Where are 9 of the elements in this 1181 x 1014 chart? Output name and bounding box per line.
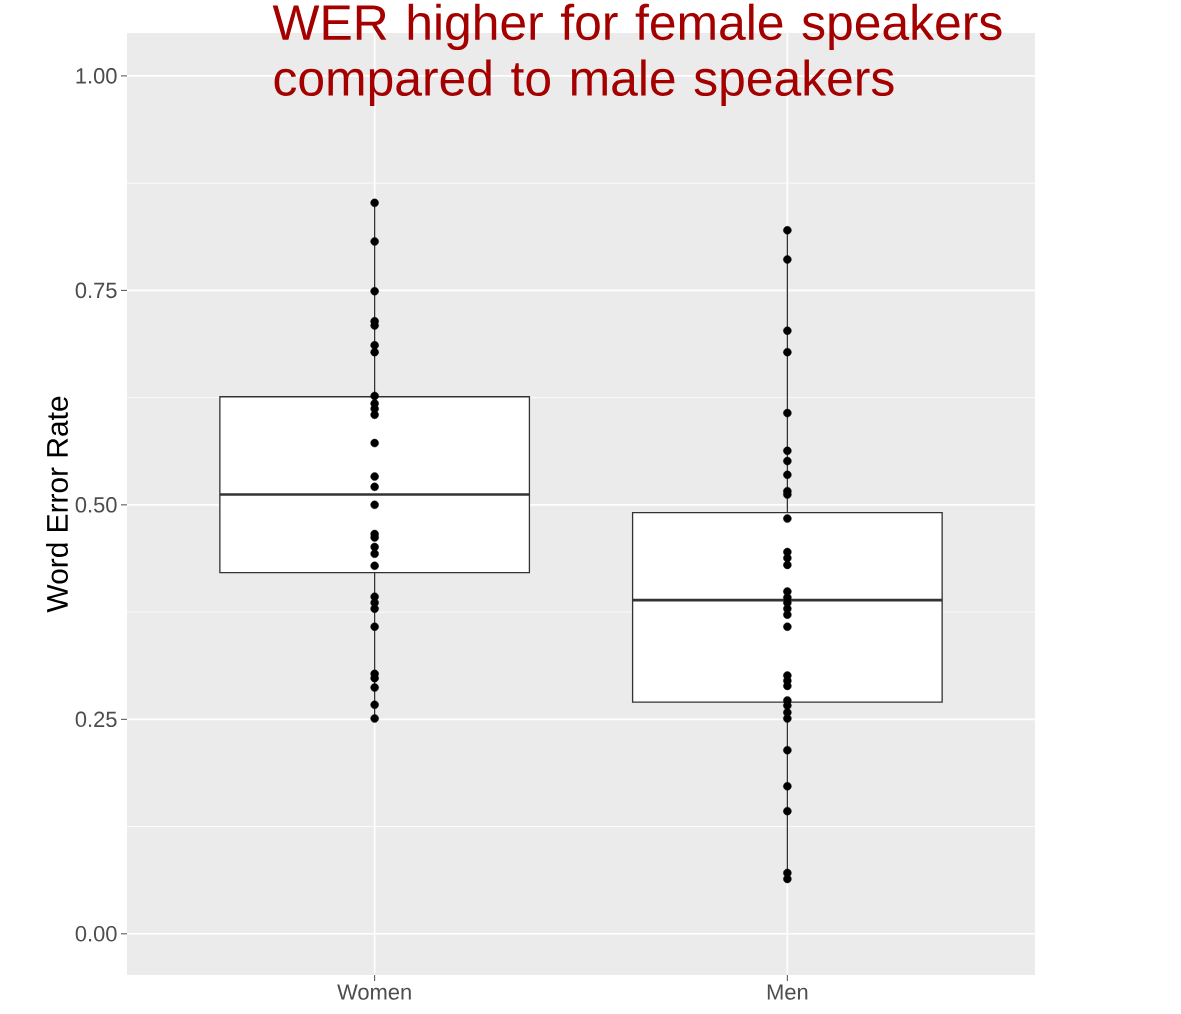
x-tick-label: Men [767,984,808,1000]
chart-title: WER higher for female speakers compared to male speakers [272,3,1002,106]
y-tick-label: 0.75 [75,282,117,299]
y-tick-label: 0.00 [75,926,117,942]
x-tick-label: Women [337,984,411,1000]
y-axis-title: Word Error Rate [46,396,68,613]
y-tick-label: 0.50 [75,497,117,513]
y-tick-label: 1.00 [76,68,117,84]
y-tick-label: 0.25 [75,711,117,728]
